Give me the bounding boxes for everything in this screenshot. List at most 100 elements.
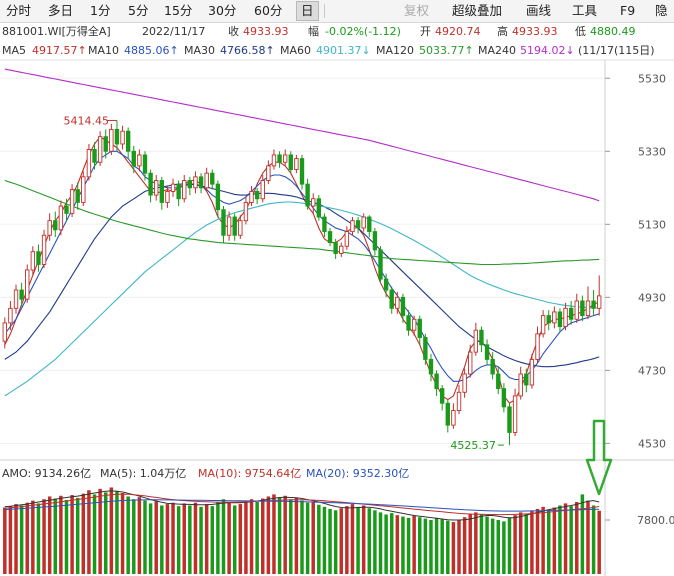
candle[interactable] — [322, 213, 327, 238]
candle[interactable] — [210, 169, 215, 190]
candle[interactable] — [540, 310, 546, 338]
period-tab-daily[interactable]: 日 — [296, 1, 319, 21]
candle[interactable] — [451, 403, 456, 429]
candle[interactable] — [97, 131, 103, 166]
candle[interactable] — [333, 238, 338, 259]
candle[interactable] — [271, 149, 277, 170]
candle[interactable] — [19, 282, 24, 307]
candle[interactable] — [148, 169, 153, 203]
hide-button[interactable]: 隐 — [655, 3, 668, 18]
candle[interactable] — [238, 215, 243, 239]
candle[interactable] — [344, 226, 350, 250]
kline-chart[interactable]: 881001.WI[万得全A] 2022/11/17 收 4933.93 幅 -… — [0, 22, 674, 576]
candle[interactable] — [439, 384, 445, 411]
candle[interactable] — [339, 242, 344, 258]
tools-button[interactable]: 工具 — [572, 3, 598, 18]
candle[interactable] — [395, 291, 400, 314]
candle[interactable] — [311, 193, 316, 214]
candle[interactable] — [30, 246, 36, 276]
candle[interactable] — [400, 293, 406, 323]
candle[interactable] — [182, 175, 187, 203]
candle[interactable] — [221, 206, 226, 243]
candle[interactable] — [260, 175, 265, 203]
overlay-button[interactable]: 超级叠加 — [452, 3, 503, 18]
candle[interactable] — [249, 185, 254, 207]
candle[interactable] — [64, 198, 69, 221]
candle[interactable] — [137, 149, 142, 172]
period-tab-intraday[interactable]: 分时 — [6, 3, 32, 18]
candle[interactable] — [428, 353, 434, 382]
candle[interactable] — [254, 187, 260, 205]
candle[interactable] — [350, 217, 355, 236]
candle[interactable] — [484, 339, 490, 365]
candle[interactable] — [372, 227, 378, 256]
candle[interactable] — [490, 352, 495, 380]
candle[interactable] — [125, 127, 131, 159]
candle[interactable] — [131, 145, 136, 174]
candle[interactable] — [86, 143, 92, 181]
candle[interactable] — [591, 290, 596, 316]
candle[interactable] — [69, 184, 75, 218]
period-tab-30min[interactable]: 30分 — [208, 3, 237, 18]
candle[interactable] — [552, 306, 557, 329]
candle[interactable] — [2, 317, 7, 349]
candle[interactable] — [423, 333, 428, 365]
candle[interactable] — [165, 185, 170, 208]
candle[interactable] — [53, 211, 58, 238]
candle[interactable] — [524, 368, 529, 393]
candle[interactable] — [417, 315, 422, 345]
candle[interactable] — [557, 308, 563, 333]
candle[interactable] — [120, 125, 125, 150]
candle[interactable] — [226, 211, 232, 241]
candle[interactable] — [367, 215, 372, 238]
candle[interactable] — [355, 217, 361, 234]
candle[interactable] — [597, 275, 602, 316]
candle[interactable] — [468, 344, 473, 378]
period-tab-5min[interactable]: 5分 — [128, 3, 149, 18]
candle[interactable] — [378, 246, 383, 283]
candle[interactable] — [75, 182, 80, 210]
candle[interactable] — [198, 173, 204, 194]
candle[interactable] — [434, 370, 439, 396]
candle[interactable] — [327, 227, 333, 247]
candle[interactable] — [243, 196, 249, 225]
candle[interactable] — [294, 154, 299, 174]
candle[interactable] — [585, 286, 591, 320]
candle[interactable] — [411, 315, 417, 336]
candle[interactable] — [445, 399, 450, 433]
candle[interactable] — [159, 176, 165, 210]
candle[interactable] — [580, 295, 585, 322]
candle[interactable] — [282, 149, 288, 166]
candle[interactable] — [529, 353, 535, 389]
candle[interactable] — [389, 286, 394, 314]
candle[interactable] — [8, 300, 13, 331]
candle[interactable] — [103, 129, 108, 159]
candle[interactable] — [574, 293, 579, 323]
candle[interactable] — [92, 142, 97, 170]
candle[interactable] — [473, 322, 479, 356]
candle[interactable] — [406, 310, 411, 336]
candle[interactable] — [176, 180, 181, 207]
candle[interactable] — [383, 273, 389, 298]
period-tab-1min[interactable]: 1分 — [90, 3, 111, 18]
candle[interactable] — [501, 383, 507, 413]
candle[interactable] — [507, 403, 512, 446]
period-tab-multiday[interactable]: 多日 — [48, 3, 74, 18]
candle[interactable] — [232, 213, 237, 241]
candle[interactable] — [546, 310, 551, 331]
candle[interactable] — [142, 151, 148, 181]
candle[interactable] — [568, 300, 574, 325]
candle[interactable] — [47, 213, 52, 241]
adjust-button[interactable]: 复权 — [404, 3, 430, 18]
candle[interactable] — [36, 244, 41, 272]
period-tab-60min[interactable]: 60分 — [254, 3, 283, 18]
candle[interactable] — [496, 366, 501, 395]
candle[interactable] — [58, 200, 64, 236]
candle[interactable] — [81, 171, 86, 207]
candle[interactable] — [288, 151, 293, 174]
candle[interactable] — [114, 120, 120, 152]
candle[interactable] — [462, 368, 467, 398]
candle[interactable] — [266, 160, 271, 185]
candle[interactable] — [25, 264, 30, 303]
candle[interactable] — [299, 154, 305, 190]
